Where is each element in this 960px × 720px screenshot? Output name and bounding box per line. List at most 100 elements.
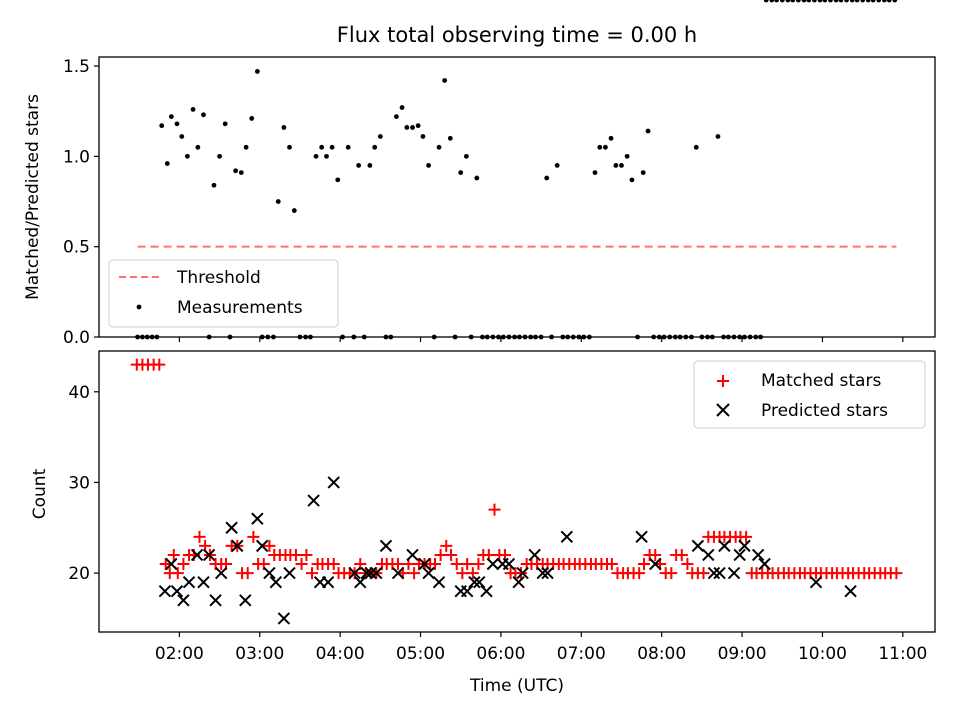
predicted-star-point bbox=[512, 575, 525, 589]
measurement-point bbox=[201, 112, 206, 118]
predicted-star-point bbox=[202, 548, 216, 562]
measurement-point bbox=[795, 0, 801, 3]
measurement-point bbox=[291, 208, 297, 213]
predicted-star-point bbox=[738, 539, 751, 553]
measurement-point bbox=[415, 123, 421, 129]
matched-star-point bbox=[638, 558, 651, 571]
predicted-star-point bbox=[502, 557, 516, 571]
measurement-point bbox=[715, 134, 721, 139]
matched-star-point bbox=[681, 558, 694, 571]
matched-star-point bbox=[153, 358, 166, 371]
predicted-star-point bbox=[635, 530, 648, 544]
matched-star-point bbox=[193, 530, 206, 543]
x-tick-label: 09:00 bbox=[718, 644, 767, 664]
measurement-point bbox=[474, 175, 480, 181]
measurement-point bbox=[324, 153, 329, 159]
measurement-point bbox=[238, 170, 244, 176]
measurement-point bbox=[554, 162, 560, 168]
measurement-point bbox=[420, 134, 426, 139]
matched-star-point bbox=[697, 567, 710, 580]
matched-star-point bbox=[488, 503, 501, 516]
matched-star-point bbox=[177, 558, 190, 571]
matched-legend-swatch bbox=[717, 375, 729, 387]
predicted-star-point bbox=[354, 575, 367, 589]
matched-star-point bbox=[306, 567, 319, 580]
measurement-point bbox=[436, 144, 442, 150]
measurement-point bbox=[619, 162, 624, 168]
x-tick-label: 11:00 bbox=[878, 644, 927, 664]
x-tick-label: 08:00 bbox=[637, 644, 686, 664]
predicted-star-point bbox=[473, 575, 486, 589]
predicted-star-point bbox=[528, 548, 541, 562]
predicted-star-point bbox=[418, 557, 431, 571]
matched-star-point bbox=[295, 558, 308, 571]
matched-star-point bbox=[665, 567, 678, 580]
predicted-star-point bbox=[406, 548, 419, 562]
measurement-point bbox=[806, 0, 812, 3]
chart-title: Flux total observing time = 0.00 h bbox=[337, 23, 697, 47]
measurement-point bbox=[812, 0, 817, 3]
measurement-point bbox=[249, 116, 255, 121]
x-tick-label: 10:00 bbox=[798, 644, 847, 664]
measurement-point bbox=[222, 121, 228, 127]
matched-star-point bbox=[450, 558, 463, 571]
measurements-legend-label: Measurements bbox=[177, 298, 303, 318]
measurement-point bbox=[849, 0, 855, 3]
measurement-point bbox=[624, 153, 630, 159]
measurement-point bbox=[174, 121, 180, 127]
measurement-point bbox=[693, 144, 699, 150]
predicted-star-point bbox=[209, 594, 222, 607]
matched-star-point bbox=[675, 548, 688, 561]
matched-star-point bbox=[327, 558, 340, 571]
measurement-point bbox=[372, 144, 378, 150]
measurement-point bbox=[217, 153, 222, 159]
measurement-point bbox=[179, 134, 185, 139]
measurement-point bbox=[769, 0, 775, 3]
measurement-point bbox=[785, 0, 791, 3]
matched-star-point bbox=[167, 548, 180, 561]
predicted-star-point bbox=[516, 566, 529, 580]
matched-star-point bbox=[408, 567, 421, 580]
bottom-y-tick-label: 30 bbox=[68, 473, 90, 493]
measurement-point bbox=[287, 144, 292, 150]
measurement-point bbox=[335, 177, 341, 183]
matched-star-point bbox=[171, 567, 184, 580]
measurements-legend-swatch bbox=[136, 304, 142, 310]
measurement-point bbox=[195, 144, 201, 150]
predicted-star-point bbox=[468, 575, 481, 589]
predicted-star-point bbox=[751, 548, 765, 562]
matched-star-point bbox=[241, 567, 254, 580]
measurement-point bbox=[447, 135, 453, 141]
matched-star-point bbox=[605, 558, 618, 571]
measurement-point bbox=[860, 0, 866, 3]
measurement-point bbox=[865, 0, 871, 3]
measurement-point bbox=[367, 162, 373, 168]
bottom-axes-frame bbox=[98, 350, 936, 633]
measurement-point bbox=[597, 144, 603, 150]
x-tick-label: 05:00 bbox=[396, 644, 445, 664]
predicted-star-point bbox=[691, 539, 705, 553]
predicted-star-point bbox=[560, 530, 574, 544]
measurement-point bbox=[399, 105, 405, 110]
measurement-point bbox=[458, 170, 464, 176]
matched-legend-label: Matched stars bbox=[761, 371, 881, 391]
measurement-point bbox=[790, 0, 796, 3]
top-y-tick-label: 1.0 bbox=[63, 147, 90, 167]
measurement-point bbox=[838, 0, 844, 3]
measurement-point bbox=[356, 162, 362, 168]
top-y-tick-label: 0.0 bbox=[63, 328, 90, 348]
top-axes-frame bbox=[98, 56, 936, 338]
predicted-star-point bbox=[348, 566, 361, 580]
predicted-legend-label: Predicted stars bbox=[761, 401, 888, 421]
x-tick-label: 06:00 bbox=[476, 644, 525, 664]
matched-star-point bbox=[649, 548, 662, 561]
x-tick-label: 07:00 bbox=[557, 644, 606, 664]
measurement-point bbox=[881, 0, 887, 3]
measurement-point bbox=[185, 153, 190, 159]
matched-star-point bbox=[434, 548, 447, 561]
matched-star-point bbox=[740, 530, 753, 543]
top-y-axis-label: Matched/Predicted stars bbox=[23, 94, 43, 300]
measurement-point bbox=[608, 135, 614, 141]
measurement-point bbox=[763, 0, 769, 3]
predicted-star-point bbox=[239, 594, 252, 607]
